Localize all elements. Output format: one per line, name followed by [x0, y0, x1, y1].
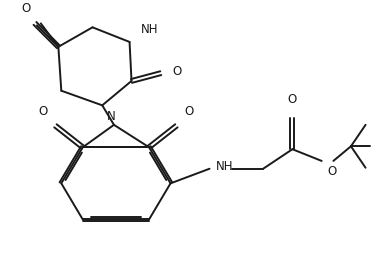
Text: O: O: [39, 105, 48, 118]
Text: N: N: [107, 110, 116, 123]
Text: O: O: [288, 93, 297, 106]
Text: O: O: [184, 105, 193, 118]
Text: NH: NH: [141, 23, 159, 36]
Text: O: O: [21, 2, 31, 15]
Text: O: O: [172, 65, 182, 78]
Text: NH: NH: [216, 160, 234, 173]
Text: O: O: [327, 165, 337, 178]
